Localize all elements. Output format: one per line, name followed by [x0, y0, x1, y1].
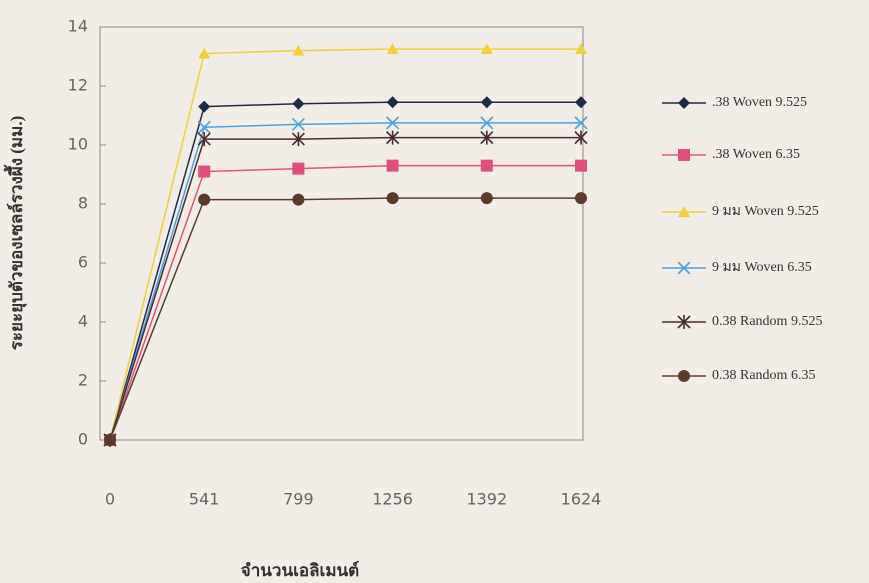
data-point [104, 434, 116, 446]
data-point [575, 96, 587, 109]
data-point [575, 43, 587, 55]
x-axis-title: จำนวนเอลิเมนต์ [241, 560, 359, 580]
y-tick-label: 4 [78, 312, 88, 331]
legend-label: 0.38 Random 9.525 [712, 314, 822, 329]
data-point [198, 193, 211, 206]
series-line [109, 48, 581, 441]
y-tick-label: 2 [78, 371, 88, 390]
series-line [109, 136, 581, 441]
data-point [480, 43, 493, 55]
data-point [198, 47, 211, 59]
legend-marker [678, 370, 690, 382]
data-point [197, 120, 211, 134]
legend-label: .38 Woven 6.35 [712, 147, 800, 162]
series-line [109, 197, 581, 441]
data-point [574, 116, 588, 130]
legend-marker [678, 97, 690, 109]
y-tick-label: 6 [78, 253, 88, 272]
y-tick-label: 14 [68, 17, 88, 36]
legend-marker [678, 206, 690, 217]
y-tick-label: 12 [68, 76, 88, 95]
legend-marker [678, 149, 690, 161]
data-point [480, 116, 494, 130]
x-tick-label: 1624 [561, 490, 602, 509]
legend-label: 9 มม Woven 9.525 [712, 204, 819, 219]
data-point [292, 193, 305, 206]
legend-marker [677, 261, 691, 275]
data-point [292, 44, 305, 56]
legend-label: 0.38 Random 6.35 [712, 368, 815, 383]
data-point [574, 130, 588, 145]
data-point [480, 96, 493, 109]
y-tick-label: 0 [78, 430, 88, 449]
data-point [386, 130, 400, 145]
data-point [292, 97, 305, 110]
legend-label: .38 Woven 9.525 [712, 95, 807, 110]
data-point [386, 192, 399, 205]
data-point [480, 159, 493, 172]
legend-label: 9 มม Woven 6.35 [712, 260, 812, 275]
x-tick-label: 541 [189, 490, 220, 509]
data-point [198, 165, 211, 178]
data-point [386, 43, 399, 55]
data-point [480, 130, 494, 145]
data-point [480, 192, 493, 205]
legend-marker [677, 315, 691, 329]
x-tick-label: 1392 [466, 490, 507, 509]
data-point [197, 132, 211, 147]
y-tick-label: 8 [78, 194, 88, 213]
data-point [386, 96, 399, 109]
x-tick-label: 0 [105, 490, 115, 509]
data-point [386, 159, 399, 172]
y-tick-label: 10 [68, 135, 88, 154]
data-point [291, 132, 305, 147]
data-point [198, 100, 211, 113]
y-axis-title: ระยะยุบตัวของเซลล์รวงผึ้ง (มม.) [3, 116, 27, 350]
series-line [109, 101, 581, 441]
x-tick-label: 799 [283, 490, 314, 509]
plot-frame [99, 26, 584, 441]
data-point [291, 117, 305, 131]
data-point [386, 116, 400, 130]
series-line [109, 164, 581, 441]
series-line [109, 122, 581, 441]
data-point [575, 159, 587, 172]
x-tick-label: 1256 [372, 490, 413, 509]
data-point [575, 192, 587, 205]
data-point [292, 162, 305, 175]
